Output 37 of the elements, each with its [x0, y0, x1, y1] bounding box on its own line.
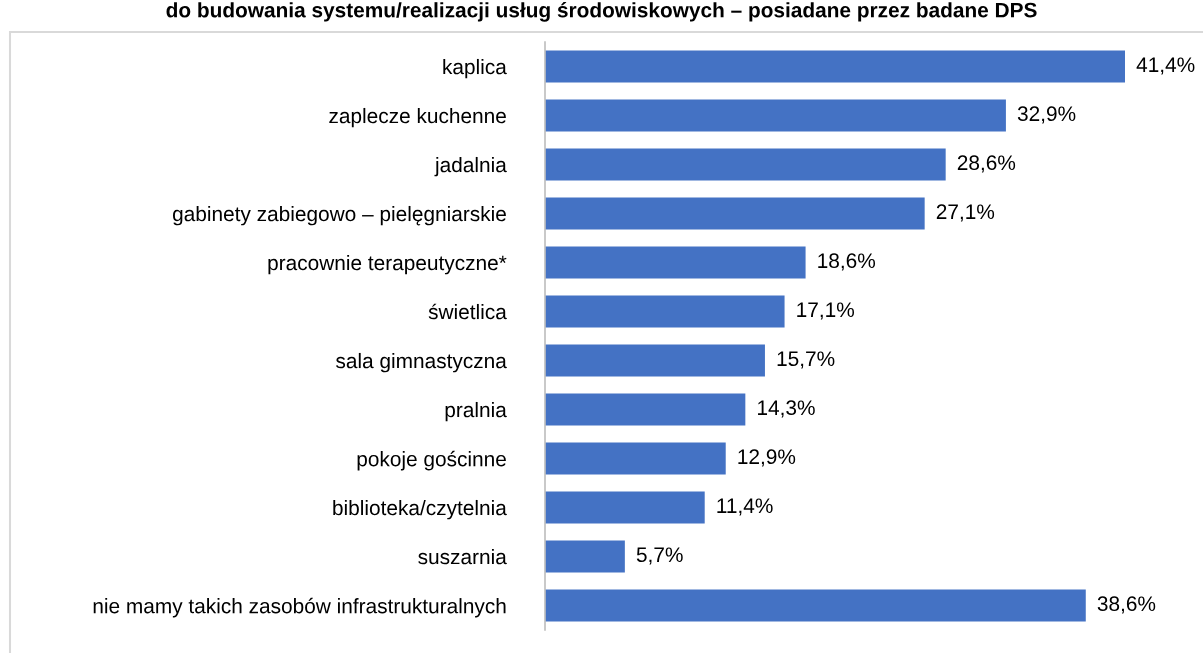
- bar: [545, 491, 705, 524]
- bar: [545, 540, 625, 573]
- data-label: 14,3%: [758, 400, 815, 418]
- bar: [545, 344, 765, 377]
- y-tick-label: pralnia: [445, 401, 507, 422]
- chart-title: do budowania systemu/realizacji usług środowiskowych – posiadane przez badane DPS: [166, 2, 1037, 22]
- y-tick-label: świetlica: [428, 303, 507, 320]
- data-label: 27,1%: [936, 204, 995, 222]
- data-label: 12,9%: [738, 449, 796, 467]
- bar: [545, 442, 726, 475]
- bar: [545, 197, 925, 230]
- data-label: 11,4%: [717, 498, 773, 516]
- y-tick-label: kaplica: [443, 58, 507, 79]
- bar: [545, 99, 1006, 132]
- y-tick-label: sala gimnastyczna: [336, 352, 507, 373]
- y-tick-label: gabinety zabiegowo – pielęgniarskie: [172, 205, 506, 226]
- data-label: 38,6%: [1097, 596, 1156, 614]
- y-tick-label: nie mamy takich zasobów infrastrukturalnych: [93, 597, 506, 618]
- bar: [545, 295, 785, 328]
- data-label: 17,1%: [797, 302, 855, 320]
- y-tick-label: suszarnia: [418, 548, 507, 565]
- data-label: 15,7%: [777, 351, 835, 369]
- bar: [545, 246, 806, 279]
- y-tick-label: pracownie terapeutyczne*: [268, 254, 507, 275]
- data-label: 18,6%: [818, 253, 876, 271]
- data-label: 28,6%: [957, 155, 1016, 173]
- bar: [545, 589, 1086, 622]
- y-tick-label: pokoje gościnne: [357, 450, 506, 471]
- y-tick-label: biblioteka/czytelnia: [333, 499, 507, 520]
- bar: [545, 148, 946, 181]
- y-tick-label: zaplecze kuchenne: [329, 107, 506, 128]
- data-label: 41,4%: [1136, 57, 1195, 75]
- y-tick-label: jadalnia: [434, 156, 507, 177]
- bar: [545, 50, 1125, 83]
- bar: [545, 393, 746, 426]
- data-label: 32,9%: [1017, 106, 1076, 124]
- data-label: 5,7%: [636, 547, 683, 565]
